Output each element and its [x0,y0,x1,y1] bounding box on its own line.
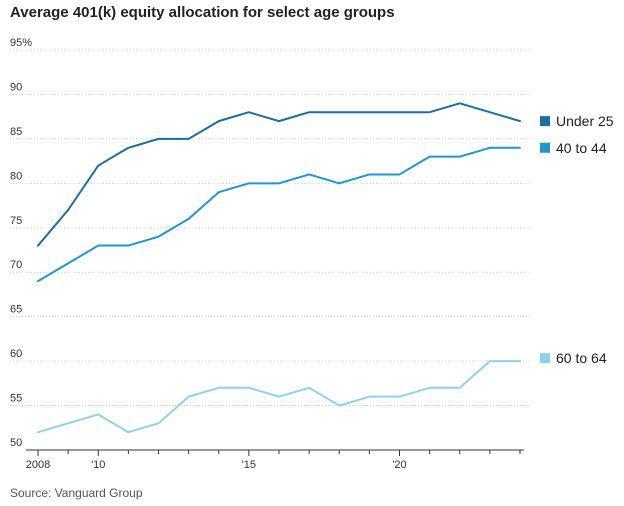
y-tick-label: 70 [10,259,22,271]
legend: Under 25 40 to 44 60 to 64 [540,113,614,366]
x-tick-label: 2008 [26,459,50,471]
gridlines [10,49,532,407]
line-chart: 95% 90 85 80 75 70 65 60 55 50 2008 '10 '15 '20 Unde… [10,37,614,471]
y-tick-label: 85 [10,126,22,138]
source-note: Source: Vanguard Group [10,486,143,500]
y-tick-label: 75 [10,215,22,227]
y-tick-label: 55 [10,393,22,405]
legend-swatch [540,142,550,153]
y-tick-label: 65 [10,304,22,316]
x-axis: 2008 '10 '15 '20 [26,449,524,471]
chart-title: Average 401(k) equity allocation for sel… [10,4,395,21]
series-line-40-to-44 [37,146,521,283]
series-line-under-25 [37,102,521,247]
y-axis-tick-labels: 95% 90 85 80 75 70 65 60 55 50 [10,37,32,449]
series-lines [37,102,521,434]
y-tick-label: 50 [10,437,22,449]
x-tick-label: '15 [242,459,256,471]
legend-swatch [540,116,550,127]
x-tick-label: '10 [91,459,105,471]
y-tick-label: 95% [10,37,32,49]
legend-label: Under 25 [556,113,614,129]
y-tick-label: 80 [10,170,22,182]
y-tick-label: 90 [10,81,22,93]
x-tick-label: '20 [392,459,406,471]
series-line-60-to-64 [37,360,521,434]
y-tick-label: 60 [10,348,22,360]
legend-swatch [540,353,550,364]
legend-label: 40 to 44 [556,140,607,156]
legend-label: 60 to 64 [556,350,607,366]
